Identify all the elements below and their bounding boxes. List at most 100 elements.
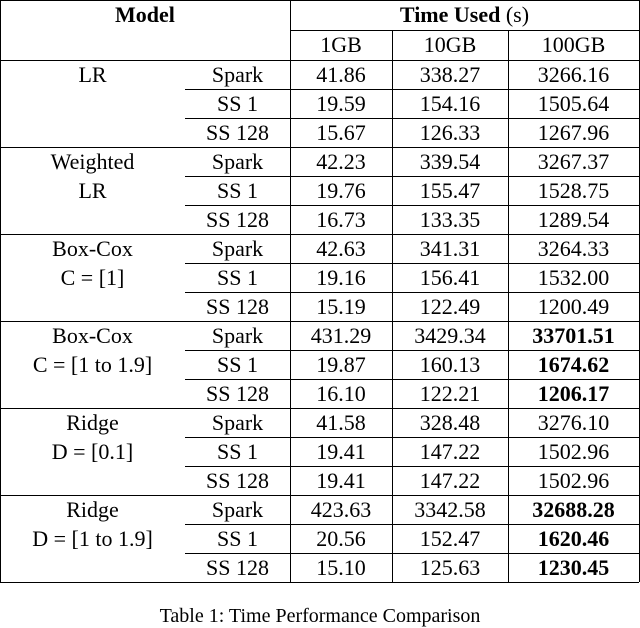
header-cell: 100GB (541, 32, 606, 57)
value: 16.73 (316, 207, 366, 232)
value: 126.33 (419, 120, 481, 145)
method: SS 1 (217, 439, 258, 464)
value: 1532.00 (537, 265, 610, 290)
rule (290, 30, 639, 31)
method: Spark (211, 62, 264, 87)
model-name: LR (78, 62, 107, 87)
value: 338.27 (419, 62, 481, 87)
value: 154.16 (419, 91, 481, 116)
rule (185, 89, 639, 90)
value: 32688.28 (532, 497, 615, 522)
method: Spark (211, 149, 264, 174)
value: 1528.75 (537, 178, 610, 203)
value: 155.47 (419, 178, 481, 203)
value: 1674.62 (537, 352, 610, 377)
value: 1267.96 (537, 120, 610, 145)
value: 3267.37 (537, 149, 610, 174)
rule (0, 0, 1, 582)
value: 3342.58 (414, 497, 486, 522)
value: 1289.54 (537, 207, 610, 232)
header-unit: (s) (505, 2, 530, 27)
model-name: Ridge (66, 410, 119, 435)
value: 328.48 (419, 410, 481, 435)
value: 1230.45 (537, 555, 610, 580)
rule (0, 60, 639, 61)
rule (0, 0, 639, 1)
value: 41.86 (316, 62, 366, 87)
method: SS 128 (206, 468, 269, 493)
rule (185, 118, 639, 119)
method: Spark (211, 497, 264, 522)
value: 33701.51 (532, 323, 615, 348)
method: SS 128 (206, 207, 269, 232)
method: SS 1 (217, 526, 258, 551)
model-name: Box-Cox (52, 236, 133, 261)
header-cell: Model (115, 2, 175, 27)
method: SS 1 (217, 352, 258, 377)
rule (0, 408, 639, 409)
model-name: Ridge (66, 497, 119, 522)
value: 19.59 (316, 91, 366, 116)
method: Spark (211, 410, 264, 435)
value: 1200.49 (537, 294, 610, 319)
value: 19.41 (316, 468, 366, 493)
rule (0, 147, 639, 148)
value: 1505.64 (537, 91, 610, 116)
value: 15.10 (316, 555, 366, 580)
rule (0, 234, 639, 235)
value: 423.63 (310, 497, 372, 522)
model-name: C = [1 to 1.9] (32, 352, 153, 377)
value: 1206.17 (537, 381, 610, 406)
method: SS 128 (206, 120, 269, 145)
model-name: D = [1 to 1.9] (32, 526, 153, 551)
value: 19.76 (316, 178, 366, 203)
rule (185, 553, 639, 554)
rule (185, 524, 639, 525)
rule (185, 350, 639, 351)
model-name: Weighted (50, 149, 135, 174)
value: 19.41 (316, 439, 366, 464)
value: 42.63 (316, 236, 366, 261)
header-cell: Time Used (s) (290, 0, 639, 30)
value: 15.19 (316, 294, 366, 319)
rule (185, 466, 639, 467)
rule (185, 437, 639, 438)
method: SS 128 (206, 555, 269, 580)
value: 339.54 (419, 149, 481, 174)
value: 3429.34 (414, 323, 486, 348)
value: 152.47 (419, 526, 481, 551)
rule (185, 205, 639, 206)
value: 42.23 (316, 149, 366, 174)
method: Spark (211, 236, 264, 261)
value: 19.16 (316, 265, 366, 290)
value: 122.49 (419, 294, 481, 319)
value: 3264.33 (537, 236, 610, 261)
header-text: Time Used (399, 2, 501, 27)
value: 3276.10 (537, 410, 610, 435)
rule (0, 582, 639, 583)
rule (290, 0, 291, 582)
value: 16.10 (316, 381, 366, 406)
value: 1502.96 (537, 439, 610, 464)
method: SS 1 (217, 91, 258, 116)
rule (185, 379, 639, 380)
rule (0, 495, 639, 496)
model-name: Box-Cox (52, 323, 133, 348)
method: SS 128 (206, 381, 269, 406)
value: 3266.16 (537, 62, 610, 87)
model-name: D = [0.1] (51, 439, 134, 464)
method: SS 1 (217, 265, 258, 290)
value: 133.35 (419, 207, 481, 232)
model-name: LR (78, 178, 107, 203)
value: 20.56 (316, 526, 366, 551)
value: 19.87 (316, 352, 366, 377)
model-name: C = [1] (60, 265, 125, 290)
header-cell: 1GB (320, 32, 362, 57)
value: 1502.96 (537, 468, 610, 493)
caption: Table 1: Time Performance Comparison (159, 605, 481, 627)
value: 122.21 (419, 381, 481, 406)
value: 125.63 (419, 555, 481, 580)
rule (185, 176, 639, 177)
